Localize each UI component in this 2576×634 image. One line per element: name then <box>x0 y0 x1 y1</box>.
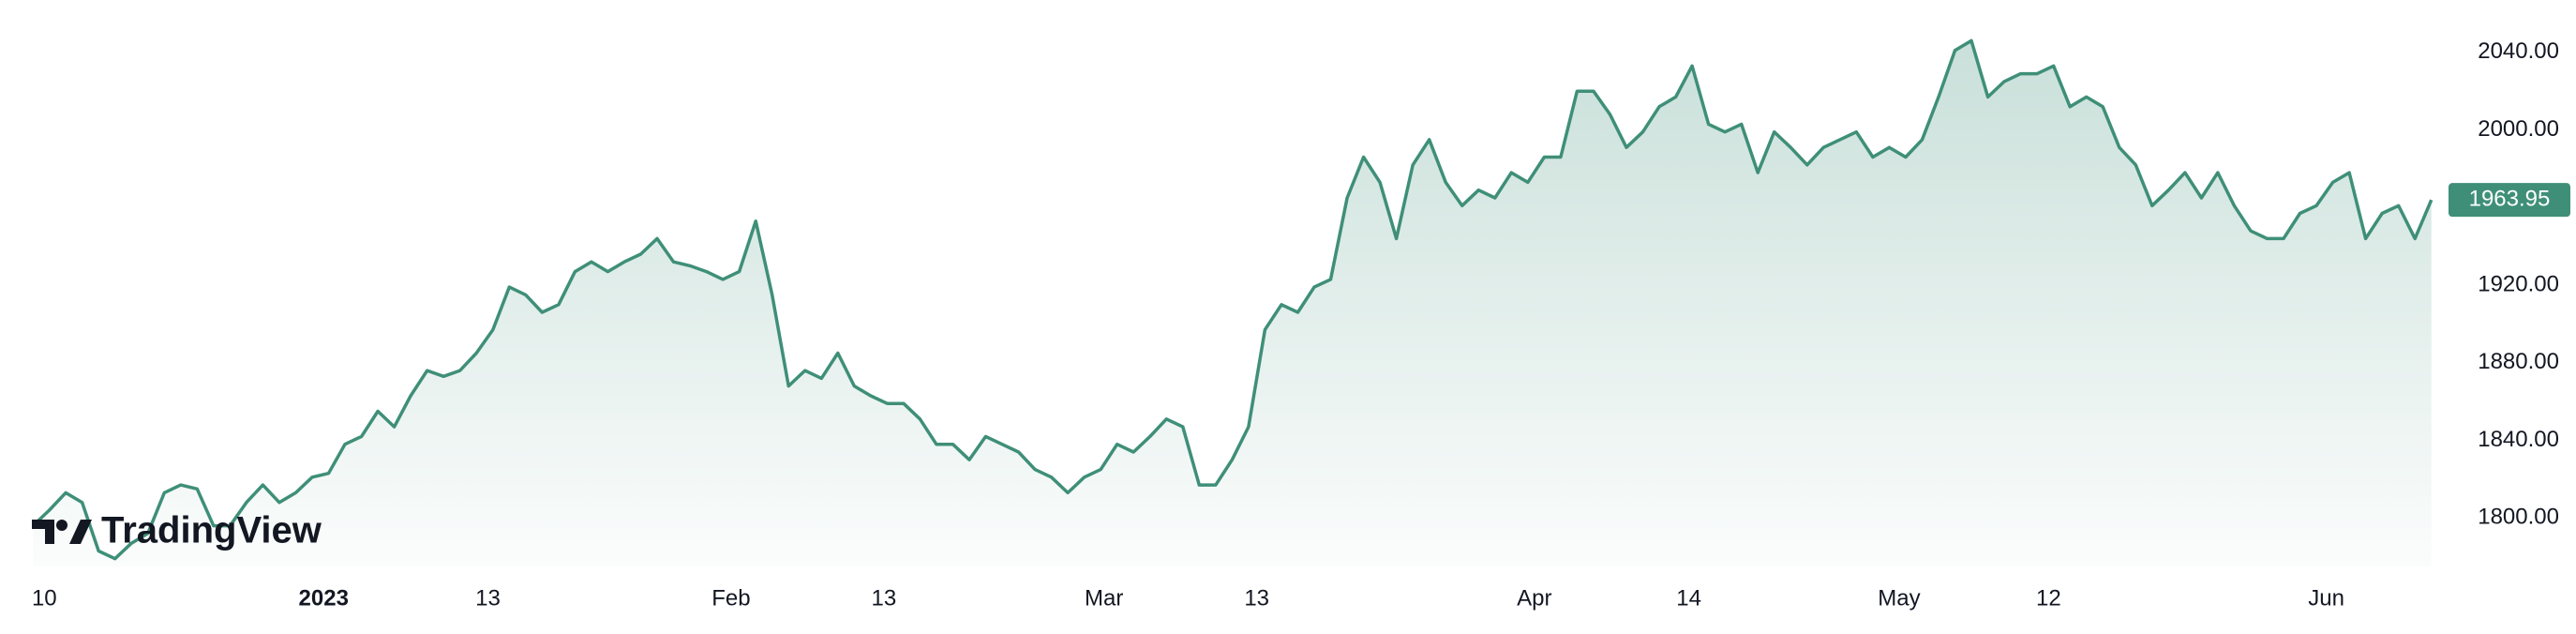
x-tick-label: 2023 <box>299 585 349 611</box>
area <box>33 40 2432 566</box>
x-tick-label: 13 <box>475 585 501 611</box>
line <box>31 38 2434 561</box>
x-tick-label: Apr <box>1517 585 1551 611</box>
watermark: TradingView <box>101 510 322 551</box>
x-tick-label: 10 <box>32 585 57 611</box>
y-tick-label: 1920.00 <box>2478 271 2559 296</box>
x-tick-label: May <box>1878 585 1920 611</box>
y-tick-label: 2000.00 <box>2478 116 2559 142</box>
last-value-label: 1963.95 <box>2469 187 2551 212</box>
x-tick-label: Mar <box>1085 585 1123 611</box>
x-tick-label: 13 <box>1244 585 1269 611</box>
logo-icon <box>69 520 92 544</box>
y-tick-label: 2040.00 <box>2478 38 2559 64</box>
x-tick-label: Feb <box>711 585 750 611</box>
x-tick-label: Jun <box>2308 585 2344 611</box>
x-tick-label: 12 <box>2036 585 2061 611</box>
y-tick-label: 1880.00 <box>2478 349 2559 374</box>
x-tick-label: 13 <box>872 585 897 611</box>
logo: TradingView <box>32 510 322 551</box>
x-tick-label: 14 <box>1676 585 1701 611</box>
y-tick-label: 1800.00 <box>2478 505 2559 530</box>
y-tick-label: 1840.00 <box>2478 427 2559 452</box>
last-value-badge <box>2449 183 2570 218</box>
logo-icon <box>56 520 67 531</box>
logo-icon <box>32 520 54 544</box>
